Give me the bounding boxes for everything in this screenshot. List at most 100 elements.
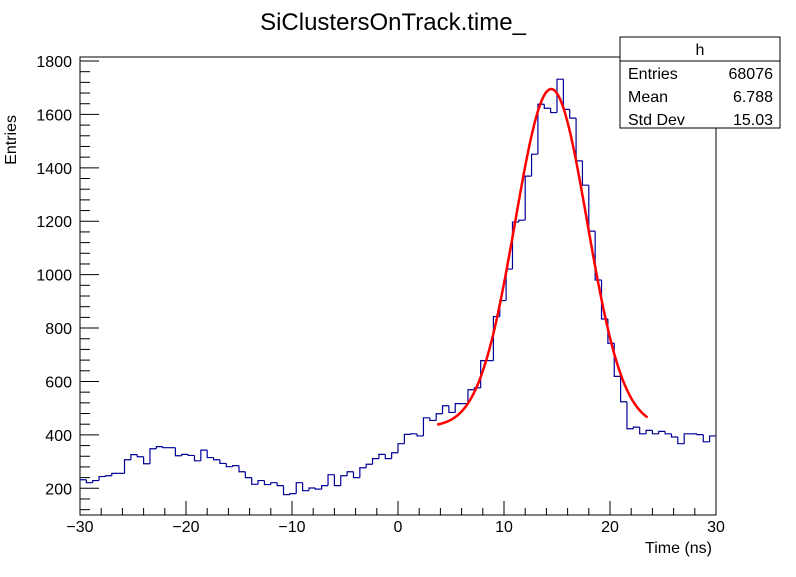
hist-bin [130,454,138,460]
hist-bin [282,485,290,496]
hist-bin [111,472,119,476]
hist-bin [238,465,246,473]
hist-bin [232,464,239,467]
hist-bin [530,153,538,177]
x-tick-label: 30 [707,519,725,536]
y-tick-label: 400 [45,428,72,445]
hist-bin [575,118,583,162]
hist-bin [562,79,570,110]
chart-title: SiClustersOnTrack.time_ [260,9,526,36]
hist-bin [143,456,150,465]
hist-bin [378,453,386,459]
hist-bin [295,482,303,494]
hist-bin [308,487,316,491]
hist-bin [556,78,564,113]
hist-bin [670,433,678,438]
hist-bin [569,109,577,119]
hist-bin [416,433,424,437]
hist-bin [263,480,271,486]
hist-bin [257,479,265,485]
stats-name: h [696,42,705,59]
hist-bin [212,457,220,461]
stats-label: Mean [628,89,668,106]
fit-curve [436,87,649,426]
hist-bin [410,433,418,435]
hist-bin [467,389,475,404]
hist-bin [454,403,462,413]
hist-bin [709,435,716,442]
hist-bin [225,463,233,468]
axis-ticks [79,60,717,515]
stats-label: Std Dev [628,112,685,129]
y-tick-label: 600 [45,374,72,391]
hist-bin [524,175,532,221]
hist-bin [664,431,672,435]
x-tick-label: 20 [601,519,619,536]
hist-bin [174,447,182,457]
hist-bin [702,434,710,443]
hist-bin [543,104,551,109]
hist-bin [85,479,93,484]
x-axis-label: Time (ns) [645,540,712,557]
hist-bin [340,475,348,486]
x-tick-label: −20 [172,519,199,536]
hist-bin [98,475,106,481]
stats-value: 6.788 [733,89,773,106]
x-tick-labels: −30 −20 −10 0 10 20 30 [66,519,725,536]
histogram-bins [80,78,716,496]
hist-bin [384,454,392,460]
hist-bin [658,430,666,434]
hist-bin [251,477,259,485]
hist-bin [123,459,131,474]
y-tick-label: 1000 [36,268,72,285]
y-tick-label: 1200 [36,214,72,231]
hist-bin [511,221,519,270]
hist-bin [200,449,208,461]
hist-bin [359,467,367,478]
hist-bin [677,437,685,445]
hist-bin [435,413,443,421]
y-tick-label: 1800 [36,54,72,71]
y-tick-label: 200 [45,481,72,498]
hist-bin [651,430,659,435]
x-tick-label: −10 [278,519,305,536]
hist-bin [550,108,557,114]
hist-bin [422,417,430,436]
hist-bin [429,417,437,422]
hist-bin [594,231,602,281]
hist-bin [391,452,398,459]
hist-bin [626,401,634,430]
hist-bin [244,471,252,479]
stats-label: Entries [628,66,678,83]
hist-bin [314,488,322,490]
hist-bin [645,429,653,434]
hist-bin [632,426,640,429]
hist-bin [683,433,691,444]
x-tick-label: 0 [394,519,403,536]
hist-bin [289,493,297,495]
hist-bin [181,453,189,456]
hist-bin [136,454,144,458]
hist-bin [162,446,170,449]
hist-bin [581,160,589,186]
hist-bin [403,433,411,444]
hist-bin [187,454,195,457]
hist-bin [397,443,405,453]
hist-bin [441,405,449,414]
x-tick-label: −30 [66,519,93,536]
y-tick-label: 1600 [36,107,72,124]
hist-bin [365,463,373,468]
y-tick-labels: 200 400 600 800 1000 1200 1400 1600 1800 [36,54,72,498]
x-tick-label: 10 [495,519,513,536]
hist-bin [149,448,157,464]
hist-bin [588,185,596,232]
hist-bin [620,376,627,403]
stats-value: 68076 [729,66,774,83]
hist-bin [448,405,456,414]
hist-bin [302,482,309,492]
hist-bin [92,479,100,483]
hist-bin [696,433,704,436]
hist-bin [473,387,481,390]
hist-bin [346,471,354,476]
